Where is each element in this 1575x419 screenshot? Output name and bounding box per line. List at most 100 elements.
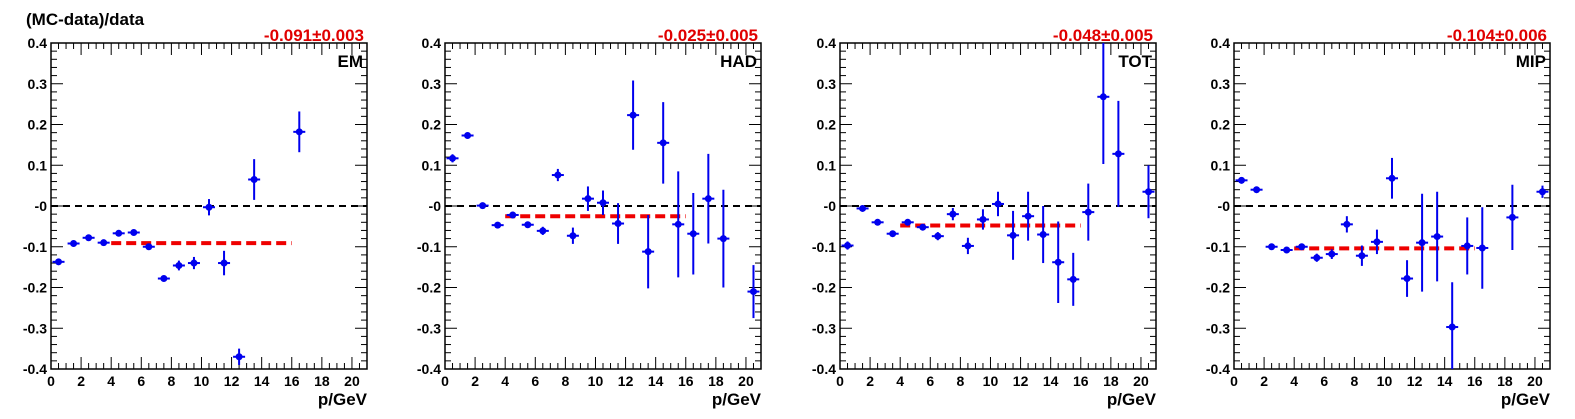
data-point xyxy=(220,259,228,267)
panel-label: HAD xyxy=(720,52,757,71)
x-tick-label: 12 xyxy=(618,373,634,389)
data-point xyxy=(250,176,258,184)
data-point xyxy=(100,239,108,247)
x-tick-label: 10 xyxy=(194,373,210,389)
x-tick-label: 12 xyxy=(1407,373,1423,389)
x-tick-label: 2 xyxy=(866,373,874,389)
data-point xyxy=(539,227,547,235)
data-point xyxy=(1069,275,1077,283)
data-point xyxy=(979,215,987,223)
data-point xyxy=(569,232,577,240)
y-tick-label: -0.4 xyxy=(417,361,441,377)
y-tick-label: -0.2 xyxy=(23,280,47,296)
fit-result-label: -0.025±0.005 xyxy=(658,26,758,45)
fit-result-label: -0.048±0.005 xyxy=(1053,26,1153,45)
data-point xyxy=(1478,244,1486,252)
x-tick-label: 8 xyxy=(167,373,175,389)
data-point xyxy=(1313,254,1321,262)
data-point xyxy=(1144,188,1152,196)
data-point xyxy=(844,242,852,250)
data-point xyxy=(1373,238,1381,246)
fit-result-label: -0.091±0.003 xyxy=(264,26,364,45)
data-point xyxy=(599,199,607,207)
x-tick-label: 14 xyxy=(1437,373,1453,389)
data-point xyxy=(719,235,727,243)
data-point xyxy=(889,230,897,238)
x-axis-label: p/GeV xyxy=(1107,390,1157,409)
x-tick-label: 14 xyxy=(648,373,664,389)
y-tick-label: 0.4 xyxy=(817,35,837,51)
y-tick-label: -0 xyxy=(429,198,442,214)
y-tick-label: -0.3 xyxy=(812,320,836,336)
y-tick-label: -0 xyxy=(1218,198,1231,214)
y-tick-label: -0.2 xyxy=(1206,280,1230,296)
x-tick-label: 18 xyxy=(1103,373,1119,389)
panel-tot: -0.4 -0.3 -0.2 -0.1 -0 0.1 0.2 0.3 0.4 0 2 4 6 8 10 12 1… xyxy=(812,26,1157,409)
x-axis-label: p/GeV xyxy=(1501,390,1551,409)
data-point xyxy=(659,139,667,147)
y-tick-label: 0.3 xyxy=(28,76,48,92)
data-point xyxy=(464,132,472,140)
data-point xyxy=(964,242,972,250)
data-point xyxy=(1024,212,1032,220)
data-point xyxy=(874,218,882,226)
x-tick-label: 2 xyxy=(471,373,479,389)
x-tick-label: 2 xyxy=(77,373,85,389)
data-point xyxy=(629,111,637,119)
data-point xyxy=(205,203,213,211)
y-tick-label: -0.4 xyxy=(1206,361,1230,377)
data-point xyxy=(145,243,153,251)
x-tick-label: 0 xyxy=(836,373,844,389)
x-tick-label: 4 xyxy=(501,373,509,389)
y-tick-label: -0 xyxy=(35,198,48,214)
y-tick-label: 0.3 xyxy=(422,76,442,92)
data-point xyxy=(1418,239,1426,247)
x-tick-label: 6 xyxy=(137,373,145,389)
data-point xyxy=(1463,242,1471,250)
y-tick-label: -0.4 xyxy=(23,361,47,377)
data-point xyxy=(115,229,123,237)
x-tick-label: 20 xyxy=(1527,373,1543,389)
y-tick-label: 0.1 xyxy=(1211,157,1231,173)
x-tick-label: 16 xyxy=(284,373,300,389)
fit-result-label: -0.104±0.006 xyxy=(1447,26,1547,45)
panel-had: -0.4 -0.3 -0.2 -0.1 -0 0.1 0.2 0.3 0.4 0 2 4 6 8 10 12 1… xyxy=(417,26,762,409)
y-tick-label: 0.2 xyxy=(422,117,442,133)
y-tick-label: -0.1 xyxy=(23,239,47,255)
x-tick-label: 6 xyxy=(926,373,934,389)
data-point xyxy=(934,232,942,240)
y-tick-label: -0.1 xyxy=(417,239,441,255)
data-point xyxy=(235,353,243,361)
y-tick-label: 0.1 xyxy=(422,157,442,173)
y-tick-label: 0.2 xyxy=(28,117,48,133)
data-point xyxy=(1009,231,1017,239)
data-point xyxy=(1084,208,1092,216)
data-point xyxy=(479,202,487,210)
y-tick-label: -0.3 xyxy=(417,320,441,336)
x-axis-label: p/GeV xyxy=(712,390,762,409)
data-point xyxy=(1433,233,1441,241)
data-point xyxy=(584,195,592,203)
data-point xyxy=(1099,93,1107,101)
data-point xyxy=(509,211,517,219)
data-point xyxy=(55,258,63,266)
data-point xyxy=(1388,174,1396,182)
data-point xyxy=(175,261,183,269)
y-tick-label: 0.1 xyxy=(28,157,48,173)
y-tick-label: 0.2 xyxy=(817,117,837,133)
y-axis-label: (MC-data)/data xyxy=(26,10,145,29)
x-tick-label: 8 xyxy=(956,373,964,389)
data-point xyxy=(644,248,652,256)
data-point xyxy=(1039,231,1047,239)
x-tick-label: 20 xyxy=(738,373,754,389)
data-point xyxy=(1448,323,1456,331)
x-tick-label: 8 xyxy=(1350,373,1358,389)
data-point xyxy=(1508,213,1516,221)
data-point xyxy=(190,259,198,267)
x-tick-label: 20 xyxy=(344,373,360,389)
y-tick-label: 0.4 xyxy=(422,35,442,51)
data-point xyxy=(70,239,78,247)
x-tick-label: 0 xyxy=(1230,373,1238,389)
x-tick-label: 4 xyxy=(1290,373,1298,389)
